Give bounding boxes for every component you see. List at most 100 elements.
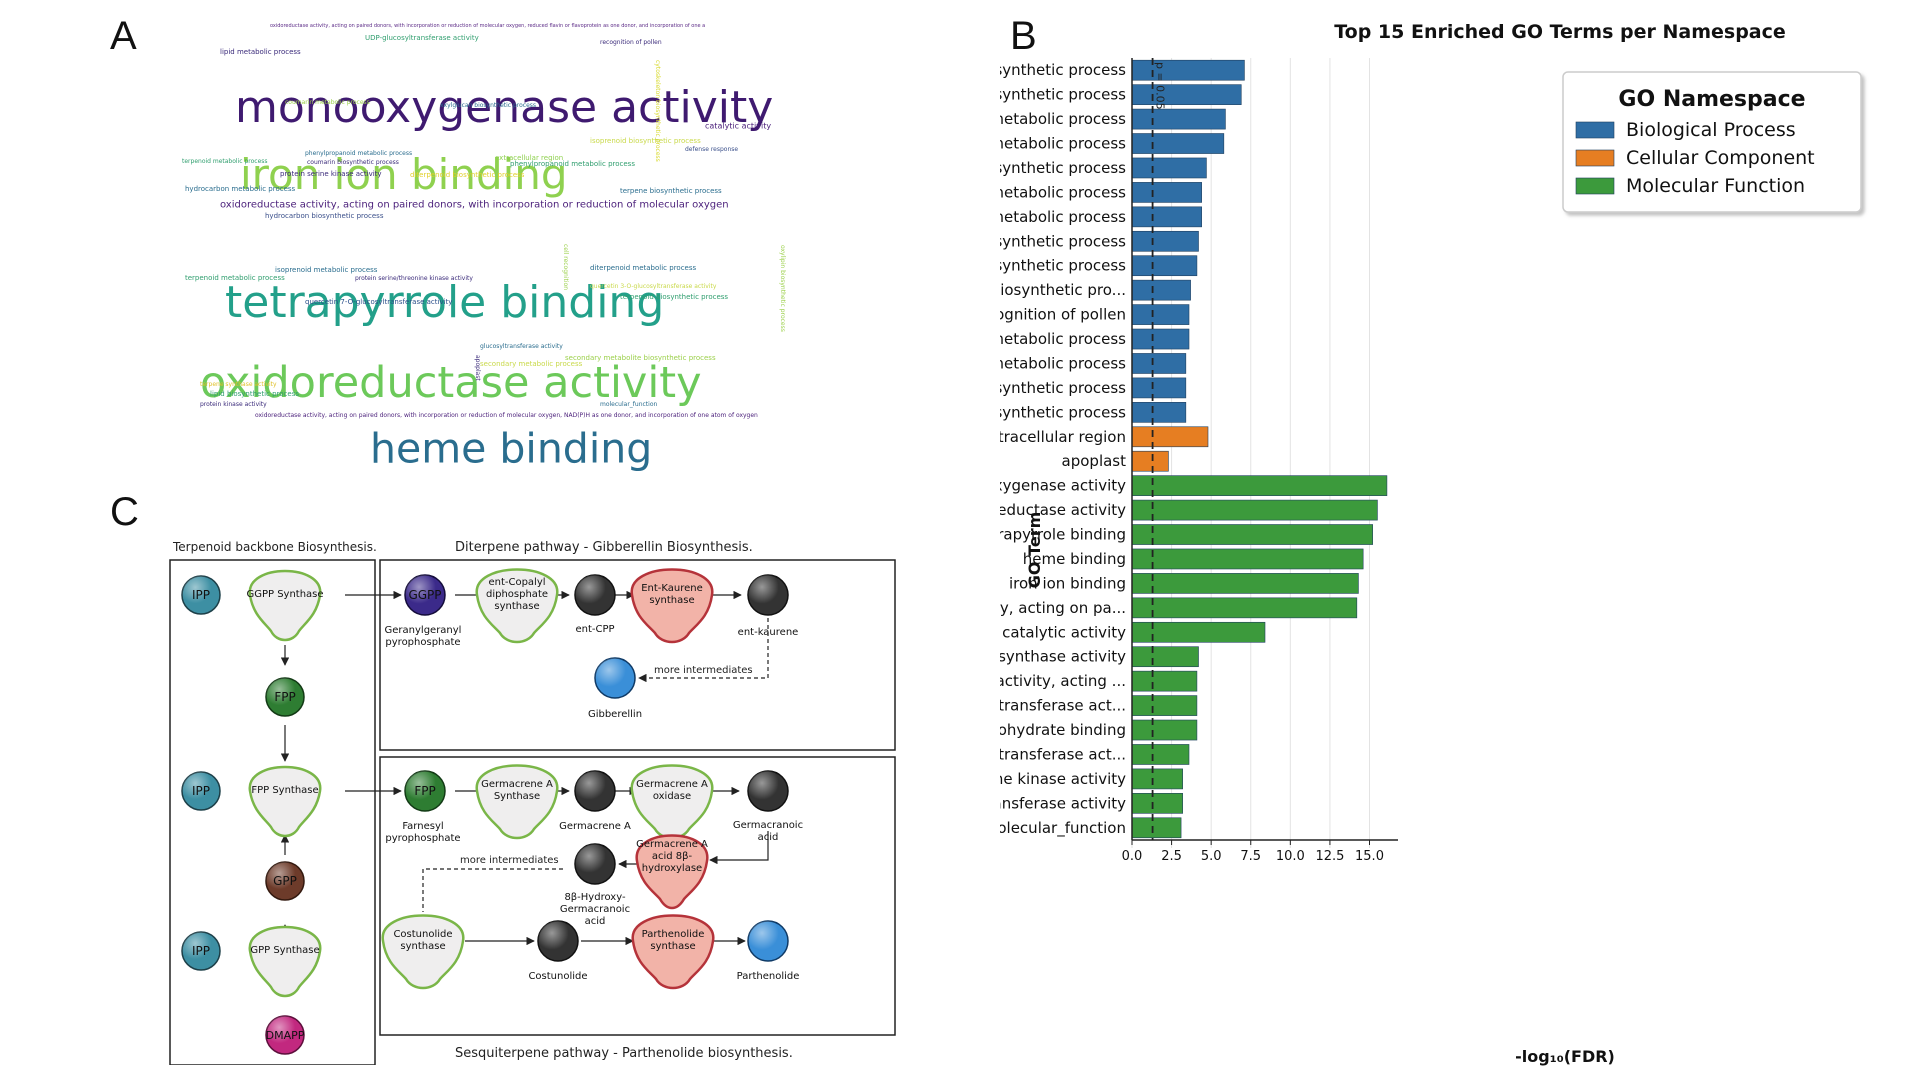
word-cloud-term: lipid metabolic process <box>220 48 301 56</box>
germacrene-a-oxidase-enzyme: Germacrene A oxidase <box>630 764 714 840</box>
parthenolide-label: Parthenolide <box>737 971 800 982</box>
word-cloud-term: lipid biosynthetic process <box>210 390 299 398</box>
germacrene-a-hydroxylase-enzyme: Germacrene A acid 8β- hydroxylase <box>635 834 709 910</box>
bar <box>1131 817 1182 839</box>
legend-entry-label: Cellular Component <box>1626 147 1815 169</box>
dmapp-node: DMAPP <box>265 1015 305 1055</box>
bar <box>1131 108 1226 130</box>
y-tick-label: terpene synthase activity <box>1000 648 1126 666</box>
word-cloud-term: phenylpropanoid metabolic process <box>510 160 635 168</box>
go-enrichment-bar-chart: Top 15 Enriched GO Terms per Namespace t… <box>1000 21 1862 1066</box>
ipp-label: IPP <box>192 784 210 798</box>
y-tick-label: extracellular region <box>1000 428 1126 446</box>
gibberellin-node <box>594 657 636 699</box>
bar <box>1131 59 1245 81</box>
word-cloud-term: protein serine/threonine kinase activity <box>355 275 473 282</box>
germacrene-a-oxidase-label-1: Germacrene A <box>636 779 708 790</box>
germacrene-a-synthase-label-1: Germacrene A <box>481 779 553 790</box>
bar <box>1131 426 1209 448</box>
bar <box>1131 524 1373 545</box>
bar <box>1131 768 1183 790</box>
ent-cpp-label: ent-CPP <box>575 624 614 635</box>
legend-swatch <box>1575 121 1615 139</box>
x-tick-label: 15.0 <box>1355 849 1384 864</box>
word-cloud-term: diterpenoid biosynthetic process <box>410 171 525 179</box>
germacrene-a-oxidase-label-2: oxidase <box>653 791 691 802</box>
ent-kaurene-node <box>747 574 789 616</box>
word-cloud-term: cell recognition <box>562 244 569 290</box>
hydroxylase-label-3: hydroxylase <box>642 863 702 874</box>
word-cloud-term: defense response <box>685 146 738 153</box>
y-tick-label: secondary metabolic process <box>1000 354 1126 372</box>
fpp-label: FPP <box>274 690 295 704</box>
legend-entry-label: Biological Process <box>1626 119 1796 141</box>
geranylgeranyl-label: Geranylgeranyl <box>385 625 462 636</box>
bar <box>1131 230 1199 252</box>
y-axis-label: GO Term <box>1025 512 1044 589</box>
costunolide-synthase-label-1: Costunolide <box>393 929 452 940</box>
y-tick-label: diterpenoid metabolic process <box>1000 330 1126 348</box>
terpenoid-backbone-box <box>169 559 376 1065</box>
panel-label-c: C <box>110 490 139 534</box>
word-cloud-term: apoplast <box>474 355 481 381</box>
ggpp-node: GGPP <box>404 574 446 616</box>
word-cloud-term: tetrapyrrole binding <box>225 277 664 328</box>
x-tick-label: 5.0 <box>1201 849 1222 864</box>
ent-copalyl-label-1: ent-Copalyl <box>488 577 545 588</box>
word-cloud-term: protein serine kinase activity <box>280 170 382 178</box>
word-cloud-term: diterpenoid metabolic process <box>590 264 697 272</box>
y-tick-label: tetrapyrrole binding <box>1000 526 1126 544</box>
bar <box>1131 450 1169 472</box>
legend-title: GO Namespace <box>1618 87 1805 112</box>
word-cloud-term: oxidoreductase activity, acting on paire… <box>255 412 758 419</box>
y-tick-label: isoprenoid biosynthetic process <box>1000 86 1126 104</box>
ipp-label: IPP <box>192 944 210 958</box>
word-cloud-term: phenylpropanoid metabolic process <box>305 150 412 157</box>
costunolide-label: Costunolide <box>528 971 587 982</box>
y-tick-label: oxidoreductase activity <box>1000 501 1126 519</box>
farnesyl-label-1: Farnesyl <box>402 821 443 832</box>
y-tick-label: hydrocarbon metabolic process <box>1000 183 1126 201</box>
y-tick-label: hydrocarbon biosynthetic process <box>1000 159 1126 177</box>
gibberellin-label: Gibberellin <box>588 709 642 720</box>
gpp-node: GPP <box>265 861 305 901</box>
word-cloud-term: hydrocarbon biosynthetic process <box>265 212 384 220</box>
bar <box>1131 670 1198 692</box>
hydroxy-germacranoic-acid-node <box>574 843 616 885</box>
y-tick-label: quercetin 7-O-glucosyltransferase act... <box>1000 745 1126 763</box>
y-tick-label: heme binding <box>1023 550 1126 568</box>
dmapp-label: DMAPP <box>266 1029 305 1042</box>
panel-label-b: B <box>1010 14 1037 58</box>
word-cloud-term: terpenoid biosynthetic process <box>620 293 728 301</box>
bar <box>1131 182 1202 203</box>
bar <box>1131 157 1207 179</box>
word-cloud-term: oxidoreductase activity, acting on paire… <box>220 199 729 210</box>
hydroxy-label-3: acid <box>585 916 606 927</box>
germacrene-a-synthase-enzyme: Germacrene A Synthase <box>475 764 559 840</box>
y-tick-label: lipid biosynthetic process <box>1000 379 1126 397</box>
germacrene-a-synthase-label-2: Synthase <box>494 791 540 802</box>
x-tick-label: 12.5 <box>1315 849 1344 864</box>
bar <box>1131 304 1190 325</box>
bar <box>1131 573 1359 594</box>
ipp-node-2: IPP <box>181 771 221 811</box>
y-tick-label: iron ion binding <box>1009 574 1126 592</box>
word-cloud-term: heme binding <box>370 424 652 472</box>
bar <box>1131 279 1191 301</box>
fpp-node-2-label: FPP <box>414 784 435 798</box>
ggpp-synthase-label: GGPP Synthase <box>246 589 323 600</box>
bar <box>1131 133 1225 154</box>
ent-cpp-node <box>574 574 616 616</box>
geranylgeranyl-label-2: pyrophosphate <box>385 637 460 648</box>
x-tick-label: 7.5 <box>1240 849 1261 864</box>
legend-swatch <box>1575 149 1615 167</box>
word-cloud-term: glucosyltransferase activity <box>480 343 563 350</box>
legend: GO Namespace Biological Process Cellular … <box>1562 71 1862 213</box>
y-tick-label: diterpenoid biosynthetic process <box>1000 232 1126 250</box>
word-cloud-term: iron ion binding <box>240 150 568 199</box>
bar <box>1131 353 1187 374</box>
y-tick-label: isoprenoid metabolic process <box>1000 135 1126 153</box>
ggpp-node-label: GGPP <box>408 588 441 602</box>
y-tick-label: monooxygenase activity <box>1000 477 1126 495</box>
word-cloud-term: isoprenoid metabolic process <box>275 266 378 274</box>
